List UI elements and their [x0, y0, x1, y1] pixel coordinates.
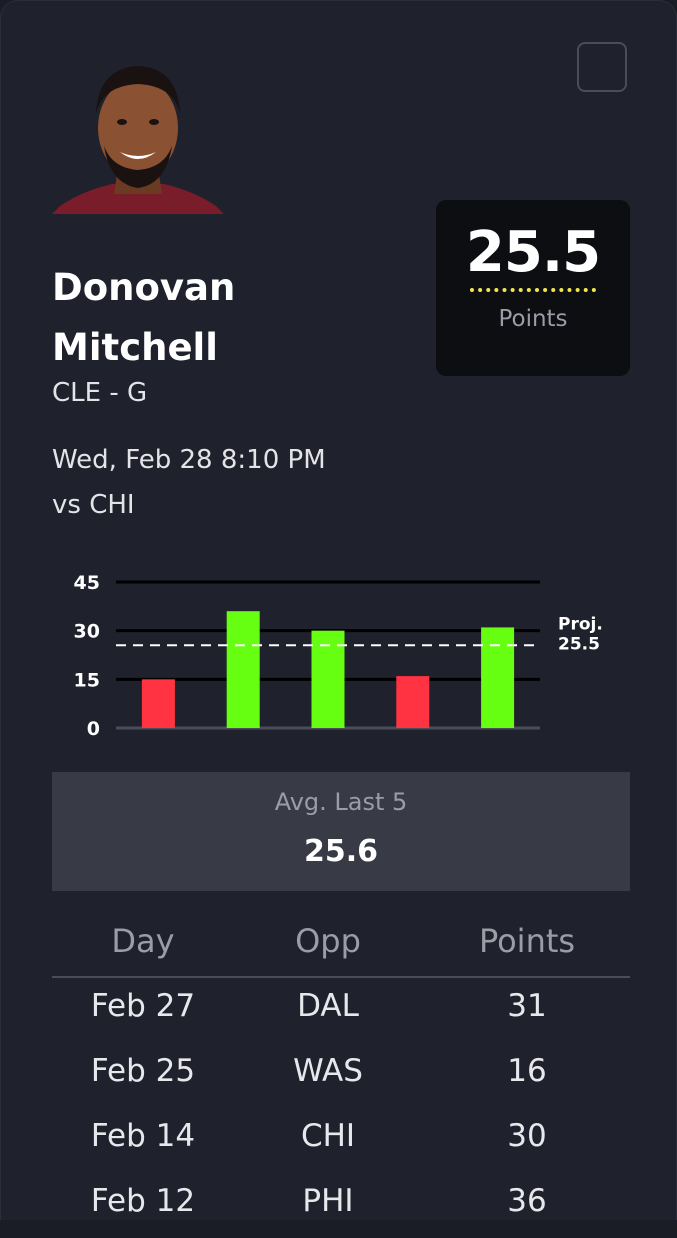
player-last-name: Mitchell — [52, 326, 218, 369]
row-day: Feb 25 — [90, 1053, 196, 1089]
chart-bar[interactable] — [396, 676, 430, 728]
chart-ytick-label: 45 — [74, 572, 100, 594]
projection-underline — [470, 288, 596, 292]
chart-bar[interactable] — [226, 611, 260, 728]
select-checkbox[interactable] — [577, 42, 627, 92]
team-position: CLE - G — [52, 378, 148, 408]
projection-box[interactable]: 25.5 Points — [436, 200, 630, 376]
opponent: vs CHI — [52, 490, 135, 520]
row-points: 31 — [507, 988, 547, 1024]
projection-threshold-value: 25.5 — [558, 634, 600, 654]
projection-stat: Points — [498, 306, 568, 332]
row-day: Feb 12 — [90, 1183, 196, 1219]
table-row: Feb 27 DAL 31 — [52, 978, 630, 1043]
chart-ytick-label: 30 — [74, 621, 100, 643]
row-opp: WAS — [293, 1053, 363, 1089]
chart-bar[interactable] — [141, 679, 175, 728]
chart-ytick-label: 15 — [74, 669, 100, 691]
row-opp: PHI — [302, 1183, 354, 1219]
table-header: Day Opp Points — [52, 918, 630, 978]
average-box: Avg. Last 5 25.6 — [52, 772, 630, 891]
chart-ytick-label: 0 — [87, 718, 100, 740]
average-label: Avg. Last 5 — [274, 788, 408, 816]
game-time: Wed, Feb 28 8:10 PM — [52, 445, 326, 475]
row-day: Feb 27 — [90, 988, 196, 1024]
header-opp: Opp — [295, 922, 361, 960]
average-value: 25.6 — [303, 834, 379, 869]
row-opp: DAL — [297, 988, 359, 1024]
chart-bar[interactable] — [481, 627, 515, 728]
projection-threshold-label: Proj. — [558, 614, 603, 634]
table-row: Feb 12 PHI 36 — [52, 1173, 630, 1238]
recent-games-table: Day Opp Points Feb 27 DAL 31 Feb 25 WAS … — [52, 918, 630, 1238]
row-points: 30 — [507, 1118, 547, 1154]
row-points: 16 — [507, 1053, 547, 1089]
table-row: Feb 14 CHI 30 — [52, 1108, 630, 1173]
recent-games-chart: 45 30 15 0 Proj.25.5 — [74, 572, 603, 740]
header-day: Day — [111, 922, 175, 960]
player-first-name: Donovan — [52, 266, 236, 309]
chart-bar[interactable] — [311, 630, 345, 728]
player-name: Donovan Mitchell — [52, 258, 412, 378]
row-opp: CHI — [300, 1118, 356, 1154]
player-avatar — [52, 56, 224, 214]
projection-value: 25.5 — [465, 220, 601, 285]
row-day: Feb 14 — [90, 1118, 196, 1154]
table-row: Feb 25 WAS 16 — [52, 1043, 630, 1108]
row-points: 36 — [507, 1183, 547, 1219]
header-points: Points — [478, 922, 576, 960]
